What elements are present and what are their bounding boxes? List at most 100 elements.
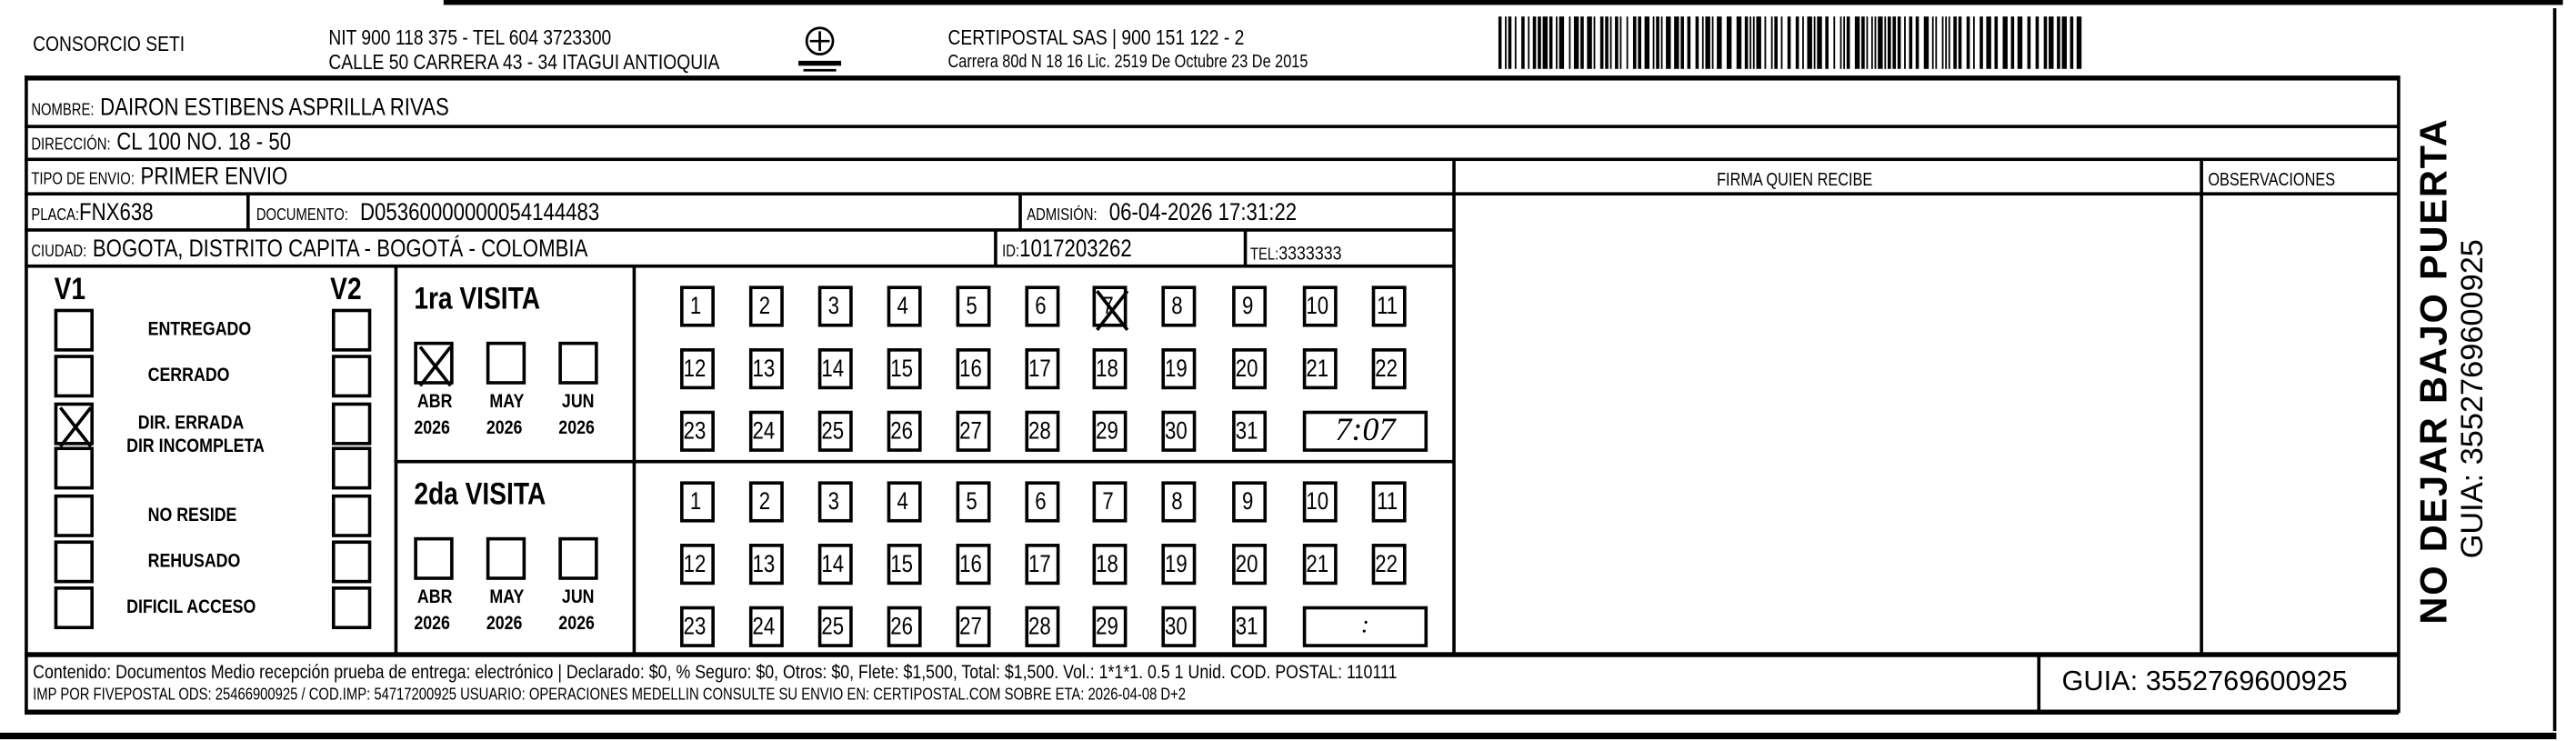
day-box[interactable]: 28 — [1025, 410, 1060, 452]
day-box[interactable]: 5 — [956, 481, 991, 523]
day-box[interactable]: 26 — [887, 606, 922, 647]
day-box[interactable]: 11 — [1371, 481, 1407, 523]
day-box[interactable]: 29 — [1092, 410, 1128, 452]
day-box[interactable]: 25 — [817, 606, 853, 647]
day-box[interactable]: 20 — [1232, 348, 1268, 390]
day-box[interactable]: 31 — [1232, 606, 1268, 647]
day-box[interactable]: 16 — [956, 544, 991, 586]
v1-checkbox[interactable] — [54, 402, 94, 446]
day-number: 13 — [752, 355, 776, 383]
day-box[interactable]: 1 — [680, 285, 715, 327]
day-box[interactable]: 30 — [1161, 606, 1197, 647]
day-box[interactable]: 23 — [680, 410, 715, 452]
day-box[interactable]: 21 — [1302, 544, 1338, 586]
day-box[interactable]: 17 — [1025, 348, 1060, 390]
day-box[interactable]: 24 — [748, 606, 784, 647]
year-label: 2026 — [486, 416, 523, 439]
day-number: 3 — [828, 487, 840, 516]
day-box[interactable]: 9 — [1232, 481, 1268, 523]
month-checkbox[interactable] — [486, 341, 526, 385]
id-label: ID: — [1002, 243, 1020, 262]
month-checkbox[interactable] — [414, 341, 454, 385]
day-box[interactable]: 15 — [887, 348, 922, 390]
day-box[interactable]: 12 — [680, 348, 715, 390]
v2-checkbox[interactable] — [331, 308, 372, 352]
month-checkbox[interactable] — [414, 536, 454, 580]
v2-checkbox[interactable] — [331, 446, 372, 490]
day-box[interactable]: 10 — [1302, 481, 1338, 523]
day-box[interactable]: 26 — [887, 410, 922, 452]
day-box[interactable]: 22 — [1371, 348, 1407, 390]
day-box[interactable]: 19 — [1161, 348, 1197, 390]
signature-area[interactable] — [1458, 197, 2197, 651]
day-number: 11 — [1376, 487, 1398, 516]
day-box[interactable]: 17 — [1025, 544, 1060, 586]
day-box[interactable]: 14 — [817, 348, 853, 390]
day-box[interactable]: 8 — [1161, 285, 1197, 327]
day-box[interactable]: 5 — [956, 285, 991, 327]
day-box[interactable]: 2 — [748, 481, 784, 523]
day-box[interactable]: 11 — [1371, 285, 1407, 327]
day-box[interactable]: 3 — [817, 481, 853, 523]
day-box[interactable]: 7 — [1092, 285, 1128, 327]
day-box[interactable]: 15 — [887, 544, 922, 586]
v1-checkbox[interactable] — [54, 355, 94, 398]
day-box[interactable]: 4 — [887, 481, 922, 523]
day-box[interactable]: 27 — [956, 606, 991, 647]
day-box[interactable]: 3 — [817, 285, 853, 327]
day-box[interactable]: 8 — [1161, 481, 1197, 523]
day-box[interactable]: 6 — [1025, 481, 1060, 523]
day-box[interactable]: 9 — [1232, 285, 1268, 327]
v2-checkbox[interactable] — [331, 540, 372, 584]
observaciones-area[interactable] — [2205, 197, 2396, 651]
day-number: 10 — [1306, 487, 1329, 516]
v1-checkbox[interactable] — [54, 540, 94, 584]
status-label: CERRADO — [147, 363, 230, 386]
month-checkbox[interactable] — [486, 536, 526, 580]
day-box[interactable]: 23 — [680, 606, 715, 647]
v2-checkbox[interactable] — [331, 586, 372, 630]
v1-checkbox[interactable] — [54, 308, 94, 352]
divider — [25, 709, 2399, 715]
day-box[interactable]: 6 — [1025, 285, 1060, 327]
day-box[interactable]: 16 — [956, 348, 991, 390]
day-box[interactable]: 19 — [1161, 544, 1197, 586]
day-box[interactable]: 18 — [1092, 348, 1128, 390]
day-number: 24 — [752, 416, 776, 446]
v1-checkbox[interactable] — [54, 586, 94, 630]
time-field[interactable]: 7:07 — [1302, 410, 1428, 452]
barcode-bar — [1980, 16, 1983, 69]
day-box[interactable]: 21 — [1302, 348, 1338, 390]
barcode-bar — [1846, 16, 1850, 69]
day-number: 5 — [966, 487, 978, 516]
month-checkbox[interactable] — [558, 341, 598, 385]
v2-checkbox[interactable] — [331, 402, 372, 446]
day-box[interactable]: 30 — [1161, 410, 1197, 452]
day-box[interactable]: 14 — [817, 544, 853, 586]
v1-checkbox[interactable] — [54, 446, 94, 490]
day-box[interactable]: 12 — [680, 544, 715, 586]
day-box[interactable]: 7 — [1092, 481, 1128, 523]
day-box[interactable]: 13 — [748, 544, 784, 586]
day-box[interactable]: 4 — [887, 285, 922, 327]
day-box[interactable]: 31 — [1232, 410, 1268, 452]
day-box[interactable]: 25 — [817, 410, 853, 452]
day-box[interactable]: 22 — [1371, 544, 1407, 586]
day-box[interactable]: 24 — [748, 410, 784, 452]
day-box[interactable]: 13 — [748, 348, 784, 390]
day-box[interactable]: 1 — [680, 481, 715, 523]
day-box[interactable]: 2 — [748, 285, 784, 327]
v2-checkbox[interactable] — [331, 494, 372, 537]
month-checkbox[interactable] — [558, 536, 598, 580]
time-field[interactable]: : — [1302, 606, 1428, 647]
day-box[interactable]: 20 — [1232, 544, 1268, 586]
v2-checkbox[interactable] — [331, 355, 372, 398]
day-box[interactable]: 27 — [956, 410, 991, 452]
day-box[interactable]: 18 — [1092, 544, 1128, 586]
v1-checkbox[interactable] — [54, 494, 94, 537]
day-box[interactable]: 29 — [1092, 606, 1128, 647]
day-number: 29 — [1096, 612, 1119, 641]
day-box[interactable]: 10 — [1302, 285, 1338, 327]
day-box[interactable]: 28 — [1025, 606, 1060, 647]
